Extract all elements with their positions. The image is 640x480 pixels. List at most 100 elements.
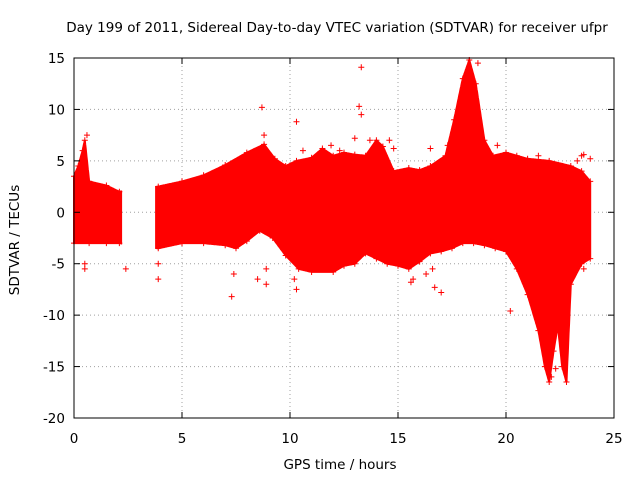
outlier-point xyxy=(336,147,343,154)
edge-point xyxy=(282,163,289,169)
y-axis-tick-labels: -20 -15 -10 -5 0 5 10 15 xyxy=(43,51,65,427)
edge-point xyxy=(86,240,93,247)
edge-point xyxy=(155,183,162,190)
edge-point xyxy=(587,178,594,185)
x-tick-label: 15 xyxy=(389,431,406,447)
edge-point xyxy=(546,157,553,164)
y-tick-label: -5 xyxy=(52,257,65,273)
outlier-point xyxy=(444,142,451,149)
edge-point xyxy=(459,75,466,82)
edge-point xyxy=(416,167,423,174)
edge-point xyxy=(503,248,509,255)
edge-point xyxy=(472,80,479,87)
edge-point xyxy=(379,143,386,150)
edge-point xyxy=(81,137,88,144)
outlier-point xyxy=(431,284,438,291)
outlier-point xyxy=(230,271,237,277)
edge-point xyxy=(550,348,557,355)
edge-point xyxy=(567,281,574,288)
edge-point xyxy=(243,238,250,245)
edge-point xyxy=(200,240,207,247)
outlier-point xyxy=(423,271,430,277)
edge-point xyxy=(103,182,110,189)
y-tick-label: 15 xyxy=(48,51,65,67)
outlier-point xyxy=(358,64,365,71)
outlier-point xyxy=(81,265,88,272)
edge-point xyxy=(362,250,369,257)
chart-title: Day 199 of 2011, Sidereal Day-to-day VTE… xyxy=(66,20,608,36)
outlier-point xyxy=(567,260,574,267)
edge-point xyxy=(200,172,207,179)
edge-point xyxy=(449,245,455,252)
edge-point xyxy=(405,165,412,172)
edge-point xyxy=(271,155,278,162)
outlier-point xyxy=(507,308,514,315)
outlier-point xyxy=(254,276,261,283)
edge-point xyxy=(362,152,369,159)
outlier-point xyxy=(261,132,268,139)
edge-point xyxy=(513,152,520,159)
edge-point xyxy=(492,245,499,252)
edge-point xyxy=(293,157,300,164)
outlier-point xyxy=(410,276,417,283)
outlier-point xyxy=(494,142,501,149)
x-axis-tick-labels: 0 5 10 15 20 25 xyxy=(70,431,623,447)
edge-point xyxy=(256,227,263,234)
y-axis-label: SDTVAR / TECUs xyxy=(7,185,23,295)
outlier-point xyxy=(552,365,559,372)
outlier-point xyxy=(366,137,373,144)
outlier-point xyxy=(155,276,162,283)
outlier-point xyxy=(351,135,358,142)
x-tick-label: 5 xyxy=(178,431,187,447)
edge-point xyxy=(524,291,531,298)
y-tick-label: 0 xyxy=(56,205,65,221)
edge-point xyxy=(269,235,276,241)
edge-point xyxy=(535,327,542,334)
edge-point xyxy=(179,178,185,185)
edge-point xyxy=(341,262,347,269)
outlier-point xyxy=(438,289,445,296)
outlier-point xyxy=(122,265,129,272)
edge-point xyxy=(503,149,509,156)
edge-point xyxy=(554,322,561,329)
edge-point xyxy=(546,379,553,385)
outlier-point xyxy=(293,286,300,293)
y-tick-label: -10 xyxy=(43,308,65,324)
edge-point xyxy=(179,240,185,247)
outlier-point xyxy=(228,293,235,300)
edge-point xyxy=(341,149,347,156)
edge-point xyxy=(459,240,466,247)
edge-point xyxy=(261,141,268,148)
edge-point xyxy=(373,255,380,262)
edge-point xyxy=(390,168,397,175)
y-tick-label: -15 xyxy=(43,360,65,376)
outlier-point xyxy=(474,60,481,67)
series-band xyxy=(73,140,123,245)
edge-point xyxy=(330,152,337,159)
edge-point xyxy=(395,262,401,269)
edge-point xyxy=(308,268,315,275)
edge-point xyxy=(222,161,229,168)
edge-point xyxy=(116,240,123,247)
edge-point xyxy=(451,116,458,123)
edge-point xyxy=(524,155,531,162)
outlier-point xyxy=(386,137,393,144)
edge-point xyxy=(222,242,229,249)
edge-point xyxy=(587,255,594,262)
edge-point xyxy=(513,265,520,272)
series-band xyxy=(155,57,592,383)
edge-point xyxy=(282,252,289,259)
edge-point xyxy=(295,265,302,272)
outlier-point xyxy=(580,265,587,272)
edge-point xyxy=(319,145,326,152)
edge-point xyxy=(79,147,86,154)
edge-point xyxy=(559,363,566,370)
edge-point xyxy=(427,250,434,257)
edge-point xyxy=(233,245,239,252)
outlier-point xyxy=(263,265,270,272)
plot-frame xyxy=(73,57,615,419)
outlier-point xyxy=(535,152,542,159)
edge-point xyxy=(563,379,570,385)
x-tick-label: 20 xyxy=(497,431,514,447)
